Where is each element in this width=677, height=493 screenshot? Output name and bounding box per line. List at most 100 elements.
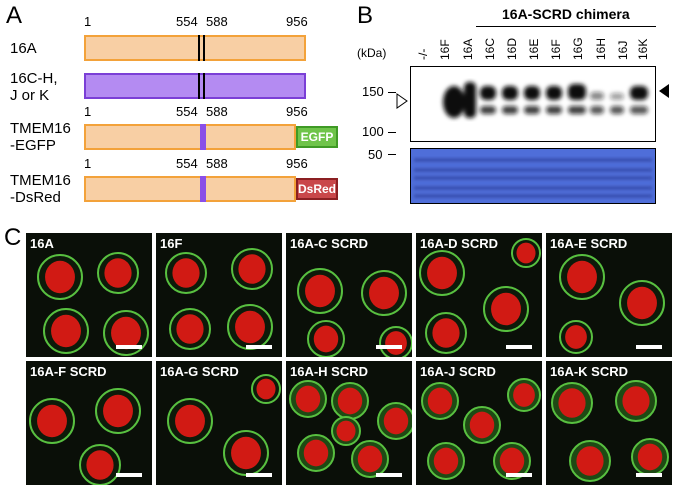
micrograph-panel: 16A-G SCRD [156,361,282,485]
tick-50 [388,154,396,155]
panel-c-letter: C [4,224,22,251]
chimera-label: 16A-SCRD chimera [502,6,630,22]
micrograph-panel: 16A-D SCRD [416,233,542,357]
cell-image [165,248,273,350]
cell-nucleus [337,387,363,415]
lane-label: -/- [416,48,430,60]
tick-100 [388,132,396,133]
pos-588-dsred: 588 [206,156,228,171]
lane-label: 16E [527,38,541,60]
bar-16c-h [84,73,306,99]
cell-nucleus [51,314,81,348]
cell-nucleus [369,276,399,310]
pos-554-dsred: 554 [176,156,198,171]
marker-150: 150 [362,84,384,99]
cell-image [29,388,141,485]
cell-image [559,254,665,354]
cell-nucleus [627,286,657,320]
marker-100: 100 [362,124,384,139]
row-label-16c-h: 16C-H, J or K [10,70,58,104]
cell-nucleus [469,411,495,439]
panel-a-letter: A [6,2,23,29]
cell-nucleus [103,394,133,428]
pos-956-egfp: 956 [286,104,308,119]
cell-nucleus [432,318,460,348]
pos-1: 1 [84,14,92,29]
tm-purple-dsred [200,176,206,202]
lane-label: 16K [636,38,650,60]
dsred-tag: DsRed [296,178,338,200]
lane-label: 16H [594,37,608,60]
cell-nucleus [235,310,265,344]
row-label-egfp: TMEM16 -EGFP [10,120,71,154]
western-blot [410,66,656,142]
cell-nucleus [433,447,459,475]
bar-egfp [84,124,296,150]
micrograph-title: 16F [160,236,183,251]
lane-label: 16C [483,37,497,60]
pos-554: 554 [176,14,198,29]
lane-label: 16A [461,38,475,60]
cell-image [419,238,541,354]
micrograph-title: 16A-H SCRD [290,364,369,379]
micrograph-panel: 16F [156,233,282,357]
cell-nucleus [175,404,205,438]
pos-1-dsred: 1 [84,156,92,171]
cell-nucleus [427,256,457,290]
cell-image [289,380,412,478]
scale-bar [116,473,142,477]
cell-nucleus [637,443,663,471]
cell-image [167,374,281,476]
pos-554-egfp: 554 [176,104,198,119]
micrograph-panel: 16A-K SCRD [546,361,672,485]
micrograph-title: 16A-C SCRD [290,236,369,251]
cell-image [551,380,669,482]
micrograph-panel: 16A [26,233,152,357]
egfp-tag: EGFP [296,126,338,148]
lane-label: 16G [571,37,585,60]
cell-nucleus [172,258,200,288]
cell-image [37,252,149,356]
cell-nucleus [231,436,261,470]
lane-label: 16F [549,39,563,60]
pos-588-egfp: 588 [206,104,228,119]
pos-956-dsred: 956 [286,156,308,171]
cell-nucleus [427,387,453,415]
micrograph-title: 16A-E SCRD [550,236,628,251]
cell-nucleus [565,325,587,349]
tm-marker-16c [198,73,205,99]
tick-150 [388,92,396,93]
scale-bar [506,345,532,349]
micrograph-panel: 16A-F SCRD [26,361,152,485]
tm-marker-16a [198,35,205,61]
scale-bar [636,473,662,477]
loading-control-gel [410,148,656,204]
cell-nucleus [385,331,407,355]
pos-588: 588 [206,14,228,29]
micrograph-title: 16A-J SCRD [420,364,496,379]
cell-nucleus [86,450,114,480]
cell-nucleus [303,439,329,467]
micrograph-panel: 16A-H SCRD [286,361,412,485]
cell-nucleus [295,385,321,413]
scale-bar [246,345,272,349]
lane-label: 16J [616,40,630,60]
kda-label: (kDa) [357,46,387,60]
scale-bar [636,345,662,349]
cell-nucleus [622,386,650,416]
row-label-dsred: TMEM16 -DsRed [10,172,71,206]
cell-nucleus [104,258,132,288]
cell-nucleus [513,383,535,407]
scale-bar [376,345,402,349]
cell-nucleus [45,260,75,294]
micrograph-title: 16A-G SCRD [160,364,239,379]
cell-image [421,378,541,480]
row-label-16a: 16A [10,40,37,57]
cell-nucleus [305,274,335,308]
cell-nucleus [357,445,383,473]
cell-nucleus [313,325,339,353]
open-arrowhead-icon [396,93,408,109]
micrograph-title: 16A-K SCRD [550,364,629,379]
cell-nucleus [558,388,586,418]
cell-nucleus [576,446,604,476]
